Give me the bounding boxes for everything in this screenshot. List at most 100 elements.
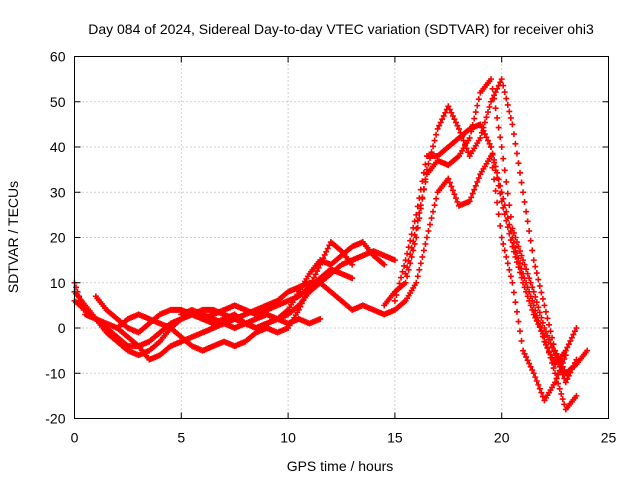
- data-point: [562, 379, 569, 386]
- data-point: [321, 251, 328, 258]
- data-point: [529, 306, 536, 313]
- data-point: [552, 370, 559, 377]
- data-point: [404, 264, 411, 271]
- data-point: [545, 349, 552, 356]
- x-tick-label: 15: [387, 430, 403, 446]
- data-point: [445, 103, 452, 110]
- data-point: [529, 247, 536, 254]
- data-point: [532, 263, 539, 270]
- data-point: [526, 360, 533, 367]
- data-point: [501, 211, 508, 218]
- data-point: [498, 144, 505, 150]
- data-point: [433, 131, 440, 138]
- data-point: [536, 324, 543, 331]
- data-point: [501, 167, 508, 174]
- y-tick-label: 40: [50, 139, 66, 155]
- data-point: [430, 208, 437, 215]
- data-point: [439, 116, 446, 123]
- data-point: [425, 228, 432, 235]
- data-point: [320, 255, 327, 262]
- data-point: [442, 109, 449, 116]
- data-point: [426, 221, 433, 228]
- data-point: [503, 217, 510, 224]
- data-point: [407, 251, 414, 258]
- data-point: [553, 375, 560, 382]
- data-point: [437, 119, 444, 126]
- data-point: [494, 114, 501, 121]
- data-point: [501, 247, 508, 254]
- data-point: [539, 319, 546, 326]
- data-point: [532, 374, 539, 381]
- data-point: [518, 252, 525, 259]
- data-point: [507, 213, 514, 220]
- data-point: [498, 198, 505, 205]
- chart-title: Day 084 of 2024, Sidereal Day-to-day VTE…: [88, 21, 594, 37]
- data-point: [547, 354, 554, 361]
- data-point: [413, 211, 420, 218]
- data-point: [544, 344, 551, 351]
- data-point: [466, 198, 473, 205]
- data-point: [488, 76, 495, 83]
- data-point: [573, 392, 580, 399]
- data-point: [530, 257, 537, 264]
- y-tick-label: -10: [45, 365, 65, 381]
- data-point: [515, 243, 522, 250]
- data-point: [500, 82, 507, 89]
- data-point: [521, 284, 528, 291]
- data-point: [542, 339, 549, 346]
- data-point: [411, 231, 418, 238]
- data-point: [512, 253, 519, 260]
- data-point: [324, 245, 331, 252]
- data-point: [481, 119, 488, 126]
- data-point: [558, 367, 565, 374]
- y-tick-label: 0: [58, 320, 66, 336]
- data-point: [420, 247, 427, 254]
- data-point: [468, 128, 475, 135]
- data-point: [423, 234, 430, 241]
- data-point: [413, 225, 420, 232]
- data-point: [530, 311, 537, 318]
- data-point: [584, 347, 591, 354]
- data-point: [509, 121, 516, 128]
- data-point: [477, 134, 484, 141]
- data-point: [527, 279, 534, 286]
- data-point: [571, 328, 578, 335]
- data-point: [498, 234, 505, 241]
- data-point: [549, 359, 556, 366]
- data-point: [533, 270, 540, 277]
- data-point: [446, 106, 453, 113]
- data-point: [452, 119, 459, 126]
- data-point: [568, 334, 575, 341]
- data-point: [533, 299, 540, 306]
- data-point: [480, 127, 487, 134]
- data-point: [311, 274, 318, 281]
- data-point: [349, 261, 356, 268]
- data-point: [504, 224, 511, 231]
- data-point: [396, 280, 403, 287]
- data-point: [419, 194, 426, 201]
- x-tick-label: 0: [71, 430, 79, 446]
- data-point: [559, 371, 566, 378]
- data-point: [474, 178, 481, 185]
- data-point: [518, 274, 525, 281]
- data-point: [501, 89, 508, 96]
- data-point: [556, 363, 563, 370]
- grid-layer: [74, 56, 609, 419]
- data-point: [481, 131, 488, 138]
- data-point: [558, 390, 565, 397]
- data-point: [568, 366, 575, 373]
- data-point: [509, 279, 516, 286]
- data-point: [417, 260, 424, 267]
- data-point: [536, 309, 543, 316]
- data-point: [550, 365, 557, 372]
- data-point: [520, 347, 527, 354]
- data-point: [491, 159, 498, 166]
- data-point: [517, 248, 524, 255]
- data-point: [536, 282, 543, 289]
- data-point: [477, 121, 484, 128]
- data-point: [541, 302, 548, 309]
- data-point: [448, 109, 455, 116]
- data-point: [495, 182, 502, 189]
- data-point: [550, 348, 557, 355]
- data-point: [527, 363, 534, 370]
